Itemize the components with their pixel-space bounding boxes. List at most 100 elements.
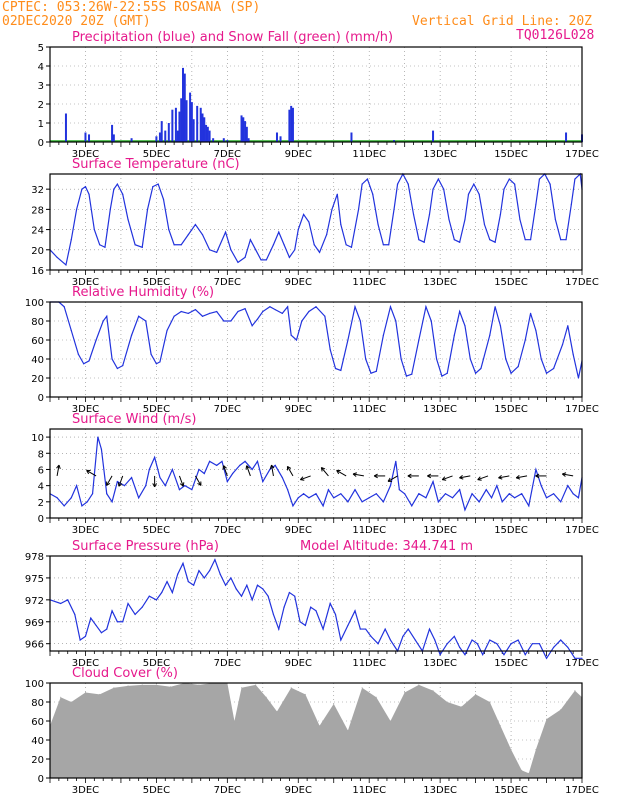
series-point [540, 485, 542, 487]
y-tick-label: 2 [38, 100, 44, 111]
series-point [104, 246, 106, 248]
series-point [239, 464, 241, 467]
series-point [79, 639, 81, 641]
panel-frame [49, 301, 583, 398]
series-point [441, 375, 443, 377]
wind-arrow-head [535, 473, 540, 477]
x-tick-label: 11DEC [352, 277, 386, 288]
wind-arrow [516, 475, 528, 479]
series-point [467, 193, 470, 195]
series-point [180, 244, 182, 246]
series-point [226, 480, 228, 483]
series-point [246, 584, 248, 586]
panel-title: Surface Temperature (nC) [72, 157, 240, 172]
y-tick-label: 32 [31, 185, 44, 196]
series-point [232, 472, 234, 475]
series-point [375, 370, 377, 372]
series-point [297, 497, 299, 499]
series-point [453, 334, 455, 336]
series-point [122, 365, 124, 367]
series-point [414, 639, 416, 641]
series-point [272, 613, 275, 616]
x-tick-label: 7DEC [214, 785, 241, 796]
precipitation-bar [160, 121, 163, 142]
series-point [572, 353, 574, 355]
series-point [260, 259, 262, 261]
cloud-cover-point [84, 692, 86, 693]
series-point [464, 325, 466, 327]
series-point [134, 613, 136, 616]
wind-arrow-head [223, 465, 227, 469]
series-point [313, 244, 315, 246]
x-tick-label: 5DEC [143, 785, 170, 796]
series-point [581, 657, 583, 659]
series-point [81, 188, 83, 190]
series-point [122, 621, 124, 623]
series-point [214, 559, 216, 561]
series-point [471, 493, 473, 495]
series-point [130, 476, 133, 479]
series-point [350, 246, 353, 248]
series-point [514, 183, 516, 185]
wind-arrow-head [562, 472, 567, 475]
cloud-cover-point [560, 709, 562, 711]
x-tick-label: 17DEC [565, 658, 599, 669]
wind-arrow-head [498, 474, 502, 479]
series-point [99, 244, 101, 246]
x-tick-label: 7DEC [214, 525, 241, 536]
series-point [230, 249, 232, 251]
series-point [524, 654, 526, 656]
series-point [464, 509, 466, 511]
series-point [278, 628, 280, 630]
x-tick-label: 7DEC [214, 277, 241, 288]
series-point [203, 577, 205, 579]
wind-arrow-head [516, 477, 521, 480]
series-point [191, 489, 193, 491]
cloud-cover-point [389, 720, 391, 722]
series-point [178, 489, 181, 491]
cloud-cover-point [155, 684, 157, 686]
series-point [388, 244, 390, 246]
series-point [315, 306, 317, 308]
series-point [111, 358, 113, 360]
series-point [560, 639, 562, 641]
series-point [216, 464, 218, 467]
series-point [577, 497, 580, 499]
cloud-cover-point [233, 720, 235, 722]
series-point [168, 228, 170, 231]
series-point [418, 339, 420, 341]
wind-arrow-head [299, 476, 304, 481]
series-point [423, 241, 425, 243]
wind-arrow [387, 475, 398, 482]
series-point [145, 485, 147, 487]
wind-arrow [86, 469, 97, 477]
series-point [299, 621, 301, 623]
x-tick-label: 15DEC [494, 277, 528, 288]
series-point [411, 373, 413, 375]
cloud-cover-point [290, 687, 292, 689]
cloud-cover-point [276, 711, 278, 712]
series-point [560, 239, 562, 241]
series-point [377, 223, 379, 226]
series-point [63, 505, 65, 507]
series-point [262, 480, 264, 483]
series-point [292, 505, 294, 507]
series-point [464, 654, 466, 656]
series-point [224, 231, 227, 233]
series-point [56, 497, 58, 499]
series-point [76, 485, 78, 487]
series-point [322, 505, 324, 507]
precipitation-bar [226, 140, 229, 142]
series-point [187, 312, 189, 314]
precipitation-bar [212, 138, 215, 142]
series-point [93, 228, 95, 231]
series-point [113, 188, 115, 190]
wind-arrow-head [117, 482, 120, 487]
series-point [382, 244, 384, 246]
cloud-cover-point [460, 706, 462, 708]
series-point [308, 497, 310, 499]
precipitation-bar [155, 136, 158, 142]
series-point [100, 632, 103, 634]
precipitation-bar [171, 109, 174, 142]
wind-arrow-head [271, 464, 275, 469]
